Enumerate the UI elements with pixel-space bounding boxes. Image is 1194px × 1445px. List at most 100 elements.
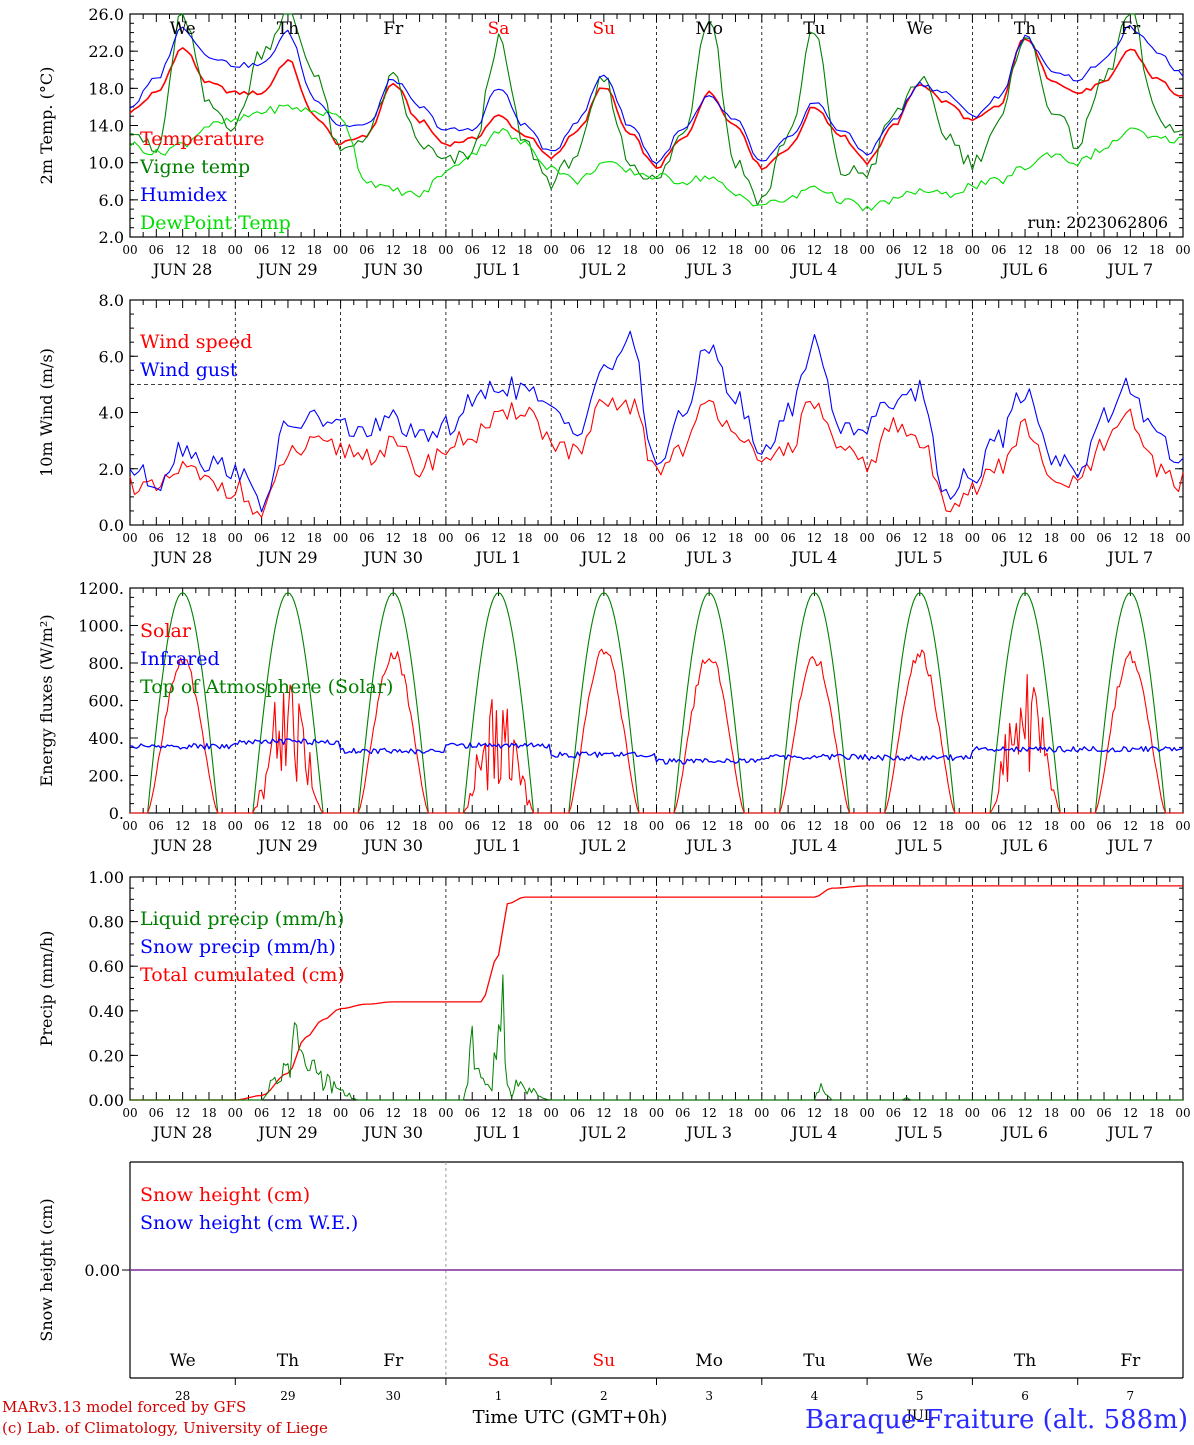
hour-tick-label: 00 — [333, 243, 348, 257]
hour-tick-label: 18 — [1044, 243, 1059, 257]
hour-tick-label: 06 — [465, 243, 480, 257]
y-axis-label: 2m Temp. (°C) — [37, 67, 56, 185]
hour-tick-label: 12 — [1123, 243, 1138, 257]
date-label: JUL 5 — [895, 260, 943, 279]
series-line-dewpoint-temp — [129, 104, 1184, 212]
hour-tick-label: 12 — [1017, 531, 1032, 545]
legend-entry: Snow height (cm W.E.) — [140, 1212, 358, 1234]
date-label: JUL 6 — [1000, 548, 1048, 567]
hour-tick-label: 18 — [833, 531, 848, 545]
series-line-solar — [130, 648, 1183, 814]
weekday-label: Fr — [383, 19, 404, 39]
hour-tick-label: 12 — [702, 531, 717, 545]
month-label: JUL — [904, 1408, 933, 1424]
series-line-infrared — [130, 738, 1184, 765]
run-annotation: run: 2023062806 — [1027, 213, 1168, 232]
weekday-label: Mo — [695, 19, 723, 39]
y-tick-label: 10.0 — [88, 154, 124, 173]
date-label: JUN 30 — [362, 1123, 423, 1142]
hour-tick-label: 12 — [807, 1106, 822, 1120]
weekday-label: Tu — [803, 1351, 825, 1371]
hour-tick-label: 06 — [886, 531, 901, 545]
hour-tick-label: 12 — [596, 243, 611, 257]
hour-tick-label: 00 — [754, 243, 769, 257]
hour-tick-label: 06 — [1096, 243, 1111, 257]
weekday-label: We — [907, 19, 933, 39]
hour-tick-label: 18 — [412, 243, 427, 257]
weekday-label: Th — [1014, 1351, 1036, 1371]
hour-tick-label: 12 — [1123, 1106, 1138, 1120]
hour-tick-label: 00 — [333, 819, 348, 833]
weekday-label: We — [170, 19, 196, 39]
station-title: Baraque-Fraiture (alt. 588m) — [805, 1405, 1188, 1435]
hour-tick-label: 06 — [991, 819, 1006, 833]
hour-tick-label: 06 — [780, 243, 795, 257]
hour-tick-label: 18 — [307, 243, 322, 257]
hour-tick-label: 00 — [438, 1106, 453, 1120]
y-tick-label: 6.0 — [99, 191, 124, 210]
hour-tick-label: 12 — [1123, 819, 1138, 833]
hour-tick-label: 06 — [254, 819, 269, 833]
date-label: JUL 4 — [790, 1123, 838, 1142]
hour-tick-label: 18 — [1044, 819, 1059, 833]
hour-tick-label: 06 — [1096, 819, 1111, 833]
hour-tick-label: 00 — [649, 1106, 664, 1120]
legend-entry: Snow height (cm) — [140, 1184, 310, 1206]
date-label: JUL 2 — [579, 260, 627, 279]
hour-tick-label: 18 — [623, 531, 638, 545]
hour-tick-label: 06 — [675, 243, 690, 257]
legend-entry: DewPoint Temp — [140, 212, 291, 234]
hour-tick-label: 18 — [517, 243, 532, 257]
legend-entry: Temperature — [140, 128, 264, 150]
hour-tick-label: 12 — [912, 1106, 927, 1120]
weekday-label: Th — [277, 19, 299, 39]
y-tick-label: 400. — [88, 729, 124, 748]
hour-tick-label: 12 — [280, 1106, 295, 1120]
series-line-wind-speed — [129, 397, 1184, 518]
hour-tick-label: 18 — [412, 819, 427, 833]
weekday-label: We — [907, 1351, 933, 1371]
panel-0: 00 06 12 18 00 06 12 18 00 06 12 18 00 06 12 18 00 06 12 18… — [37, 5, 1191, 279]
date-label: JUN 29 — [256, 548, 317, 567]
hour-tick-label: 00 — [122, 819, 137, 833]
hour-tick-label: 18 — [938, 531, 953, 545]
hour-tick-label: 18 — [412, 531, 427, 545]
series-line-vigne-temp — [129, 13, 1184, 206]
hour-tick-label: 18 — [728, 819, 743, 833]
hour-tick-label: 06 — [254, 1106, 269, 1120]
hour-tick-label: 00 — [1070, 531, 1085, 545]
weekday-label: Fr — [383, 1351, 404, 1371]
hour-tick-label: 12 — [1017, 819, 1032, 833]
hour-tick-label: 06 — [570, 1106, 585, 1120]
panel-4: 0.00 Snow height (cm) Snow height (cm) Snow… — [37, 1161, 1184, 1424]
hour-tick-label: 06 — [570, 243, 585, 257]
hour-tick-label: 06 — [886, 1106, 901, 1120]
hour-tick-label: 18 — [938, 243, 953, 257]
legend-entry: Solar — [140, 620, 192, 642]
hour-tick-label: 18 — [307, 819, 322, 833]
hour-tick-label: 18 — [623, 243, 638, 257]
hour-tick-label: 18 — [623, 819, 638, 833]
y-axis-label: Precip (mm/h) — [37, 931, 56, 1047]
y-tick-label: 800. — [88, 654, 124, 673]
hour-tick-label: 18 — [833, 819, 848, 833]
y-axis-label: Energy fluxes (W/m²) — [37, 614, 56, 786]
hour-tick-label: 18 — [1149, 819, 1164, 833]
hour-tick-label: 18 — [1044, 1106, 1059, 1120]
panel-2: 00 06 12 18 00 06 12 18 00 06 12 18 00 06 12 18 00 06 12 18… — [37, 579, 1191, 855]
day-number-label: 30 — [386, 1389, 401, 1403]
hour-tick-label: 00 — [754, 1106, 769, 1120]
date-label: JUL 4 — [790, 836, 838, 855]
series-line-total-cumulated — [130, 885, 1183, 1101]
hour-tick-label: 06 — [465, 819, 480, 833]
date-label: JUL 6 — [1000, 836, 1048, 855]
hour-tick-label: 06 — [886, 243, 901, 257]
hour-tick-label: 00 — [1175, 819, 1190, 833]
y-tick-label: 2.0 — [99, 460, 124, 479]
hour-tick-label: 12 — [912, 531, 927, 545]
day-number-label: 4 — [811, 1389, 819, 1403]
hour-tick-label: 00 — [228, 1106, 243, 1120]
hour-tick-label: 00 — [333, 531, 348, 545]
y-tick-label: 14.0 — [88, 117, 124, 136]
